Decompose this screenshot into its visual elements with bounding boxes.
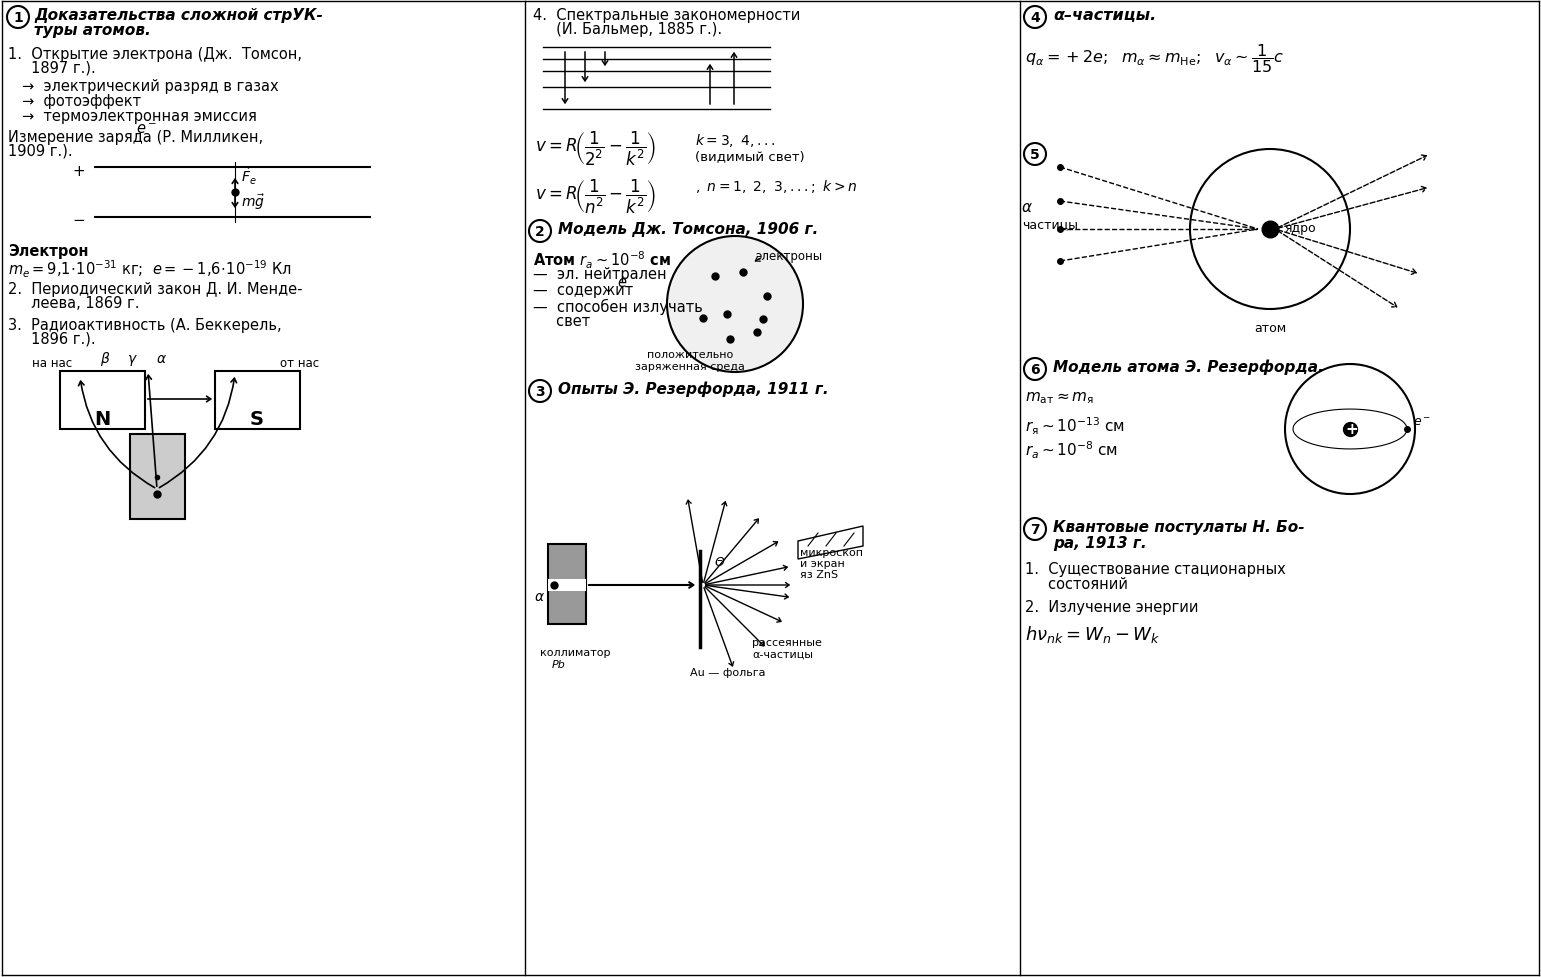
Text: 1897 г.).: 1897 г.). [8,61,96,76]
Text: (видимый свет): (видимый свет) [695,149,804,163]
Text: —  содержит: — содержит [533,282,638,298]
Text: $\vec{F}_e$: $\vec{F}_e$ [240,166,257,188]
Text: Модель Дж. Томсона, 1906 г.: Модель Дж. Томсона, 1906 г. [558,222,818,236]
Text: S: S [250,409,264,429]
Text: ядро: ядро [1284,222,1316,234]
Text: $k = 3,\ 4, ...$: $k = 3,\ 4, ...$ [695,132,775,149]
Text: яз ZnS: яз ZnS [800,570,838,579]
Text: +: + [72,164,85,179]
Text: (Р. Милликен,: (Р. Милликен, [153,130,264,145]
Text: Измерение заряда: Измерение заряда [8,130,156,145]
Text: $e$: $e$ [616,275,627,290]
Circle shape [1025,519,1046,540]
Text: →  электрический разряд в газах: → электрический разряд в газах [22,79,279,94]
Circle shape [8,7,29,29]
Text: 1.  Существование стационарных: 1. Существование стационарных [1025,562,1285,576]
Text: $v = R\!\left(\dfrac{1}{2^2}-\dfrac{1}{k^2}\right)$: $v = R\!\left(\dfrac{1}{2^2}-\dfrac{1}{k… [535,130,655,168]
Text: Атом $r_a \sim 10^{-8}$ см: Атом $r_a \sim 10^{-8}$ см [533,250,672,272]
Circle shape [667,236,803,372]
Text: Электрон: Электрон [8,243,88,259]
Text: $q_\alpha = +2e;\ \ m_\alpha \approx m_{\mathrm{He}};\ \ v_\alpha \sim \dfrac{1}: $q_\alpha = +2e;\ \ m_\alpha \approx m_{… [1025,42,1284,75]
Text: 1909 г.).: 1909 г.). [8,144,72,159]
Text: γ: γ [128,352,136,365]
Text: 2.  Излучение энергии: 2. Излучение энергии [1025,599,1199,615]
Text: рассеянные: рассеянные [752,637,821,648]
Text: свет: свет [533,314,590,328]
Text: электроны: электроны [755,250,823,263]
Text: α-частицы: α-частицы [752,650,814,659]
FancyBboxPatch shape [549,544,586,624]
Text: β: β [100,352,109,365]
Text: и экран: и экран [800,559,844,569]
Text: коллиматор: коллиматор [539,648,610,658]
Text: α: α [535,589,544,604]
Text: 3.  Радиоактивность (А. Беккерель,: 3. Радиоактивность (А. Беккерель, [8,318,282,332]
FancyBboxPatch shape [129,435,185,520]
Text: $,\ n = 1,\ 2,\ 3,...;\ k > n$: $,\ n = 1,\ 2,\ 3,...;\ k > n$ [695,178,857,194]
Text: α–частицы.: α–частицы. [1053,8,1156,23]
Text: Pb: Pb [552,659,566,669]
Text: α: α [1022,199,1032,215]
Text: α: α [157,352,166,365]
Text: леева, 1869 г.: леева, 1869 г. [8,296,140,311]
FancyBboxPatch shape [60,371,145,430]
Text: 5: 5 [1029,148,1040,162]
Text: 1896 г.).: 1896 г.). [8,331,96,347]
Text: Θ: Θ [715,556,724,569]
Text: (И. Бальмер, 1885 г.).: (И. Бальмер, 1885 г.). [533,21,723,37]
Text: на нас: на нас [32,357,72,369]
Text: 7: 7 [1031,523,1040,536]
Text: $e^-$: $e^-$ [136,122,157,137]
Text: атом: атом [1254,321,1287,335]
Circle shape [529,221,552,242]
FancyBboxPatch shape [216,371,300,430]
Text: 4: 4 [1029,11,1040,25]
Text: 2: 2 [535,225,546,238]
Text: $e^-$: $e^-$ [1413,415,1432,429]
Text: ра, 1913 г.: ра, 1913 г. [1053,535,1147,550]
Text: 6: 6 [1031,362,1040,376]
Text: →  фотоэффект: → фотоэффект [22,94,140,108]
Text: $m\vec{g}$: $m\vec{g}$ [240,192,265,212]
Text: положительно: положительно [647,350,734,360]
FancyBboxPatch shape [549,579,586,591]
Text: —  способен излучать: — способен излучать [533,299,703,315]
Text: →  термоэлектронная эмиссия: → термоэлектронная эмиссия [22,108,257,124]
Text: $r_a \sim 10^{-8}$ см: $r_a \sim 10^{-8}$ см [1025,440,1119,461]
Text: от нас: от нас [280,357,319,369]
Text: 3: 3 [535,385,546,399]
Circle shape [529,381,552,403]
Text: туры атомов.: туры атомов. [34,23,151,38]
Circle shape [1025,359,1046,381]
Text: Модель атома Э. Резерфорда.: Модель атома Э. Резерфорда. [1053,360,1324,375]
Text: $m_{\text{ат}} \approx m_{\text{я}}$: $m_{\text{ат}} \approx m_{\text{я}}$ [1025,390,1094,405]
Text: $h\nu_{nk} = W_n - W_k$: $h\nu_{nk} = W_n - W_k$ [1025,623,1160,645]
Circle shape [1025,7,1046,29]
Text: Доказательства сложной стрУК-: Доказательства сложной стрУК- [34,8,324,23]
Text: $v = R\!\left(\dfrac{1}{n^2}-\dfrac{1}{k^2}\right)$: $v = R\!\left(\dfrac{1}{n^2}-\dfrac{1}{k… [535,178,656,216]
Circle shape [1025,144,1046,166]
Text: состояний: состояний [1025,576,1128,591]
Text: 1: 1 [14,11,23,25]
Text: 1.  Открытие электрона (Дж.  Томсон,: 1. Открытие электрона (Дж. Томсон, [8,47,302,62]
Text: —  эл. нейтрален: — эл. нейтрален [533,267,667,281]
Text: 4.  Спектральные закономерности: 4. Спектральные закономерности [533,8,800,23]
Text: Квантовые постулаты Н. Бо-: Квантовые постулаты Н. Бо- [1053,520,1305,534]
Polygon shape [798,527,863,560]
Text: $r_{\text{я}} \sim 10^{-13}$ см: $r_{\text{я}} \sim 10^{-13}$ см [1025,415,1125,437]
Text: Au — фольга: Au — фольга [690,667,766,677]
Text: N: N [94,409,109,429]
Text: микроскоп: микроскоп [800,547,863,558]
Text: 2.  Периодический закон Д. И. Менде-: 2. Периодический закон Д. И. Менде- [8,281,302,297]
Text: Опыты Э. Резерфорда, 1911 г.: Опыты Э. Резерфорда, 1911 г. [558,382,829,397]
Text: +: + [1345,422,1358,437]
Text: $m_e = 9{,}1\!\cdot\!10^{-31}$ кг;  $e = -1{,}6\!\cdot\!10^{-19}$ Кл: $m_e = 9{,}1\!\cdot\!10^{-31}$ кг; $e = … [8,259,291,280]
Text: −: − [72,213,85,228]
Text: заряженная среда: заряженная среда [635,361,744,371]
Text: частицы: частицы [1022,218,1079,231]
